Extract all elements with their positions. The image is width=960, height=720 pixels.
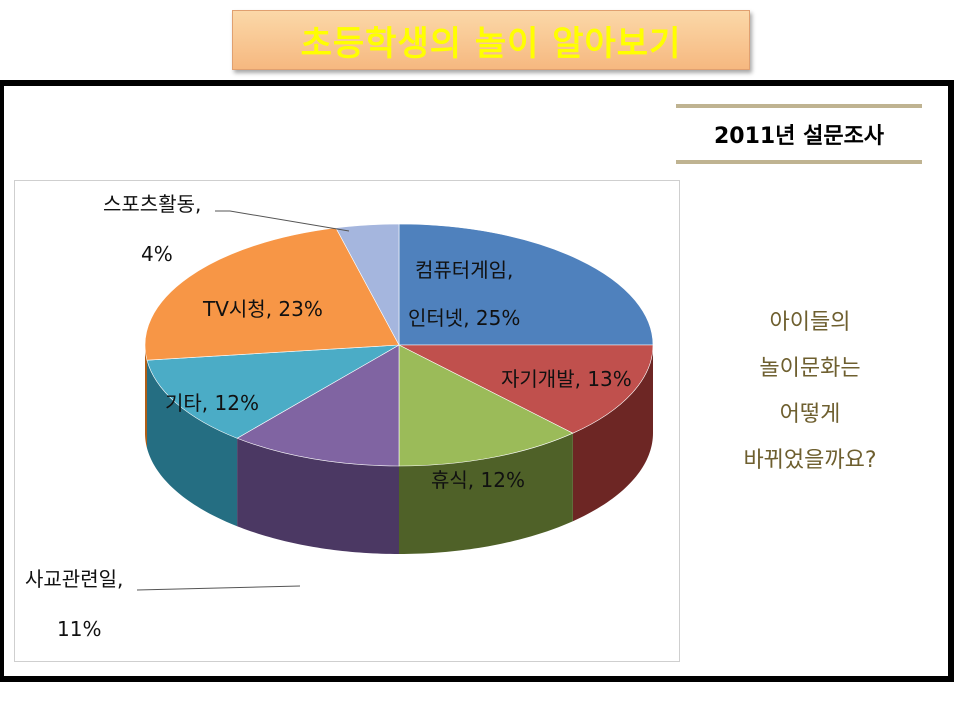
pie-side-wall [399,433,573,554]
pie-slice [398,344,574,467]
slice-label: 자기개발, 13% [501,367,632,391]
pie-slice [146,344,400,439]
pie-slice [398,223,654,346]
pie-sides [145,345,653,554]
pie-side-wall [572,345,653,522]
slice-label: 컴퓨터게임, [415,258,513,282]
pie-slice [398,344,654,434]
question-line: 어떻게 [779,402,841,427]
survey-label: 2011년 설문조사 [676,104,922,164]
question-line: 아이들의 [769,310,851,335]
slice-label: 4% [141,242,173,266]
pie-side-wall [145,345,148,449]
pie-side-wall [147,360,238,527]
slice-label: 11% [57,617,101,641]
leader-line [136,585,301,591]
slice-label: 휴식, 12% [431,468,525,492]
slice-label: 기타, 12% [165,391,259,415]
pie-slice [236,344,400,467]
question-text: 아이들의 놀이문화는 어떻게 바뀌었을까요? [700,300,920,484]
slice-label: TV시청, 23% [202,297,323,321]
question-line: 바뀌었을까요? [743,448,877,473]
pie-side-wall [237,438,399,554]
slice-label: 사교관련일, [25,567,123,591]
pie-slice [144,227,400,361]
slice-label: 스포츠활동, [103,192,201,216]
slice-label: 인터넷, 25% [408,306,520,330]
pie-slices [144,223,654,467]
page-title: 초등학생의 놀이 알아보기 [232,10,750,70]
pie-slice [335,223,400,346]
pie-chart: 컴퓨터게임, 인터넷, 25% 자기개발, 13% 휴식, 12% 사교관련일, 11% 기… [25,192,654,641]
chart-panel: 컴퓨터게임, 인터넷, 25% 자기개발, 13% 휴식, 12% 사교관련일, 11% 기… [14,180,680,662]
leader-line [215,210,350,232]
question-line: 놀이문화는 [759,356,861,381]
